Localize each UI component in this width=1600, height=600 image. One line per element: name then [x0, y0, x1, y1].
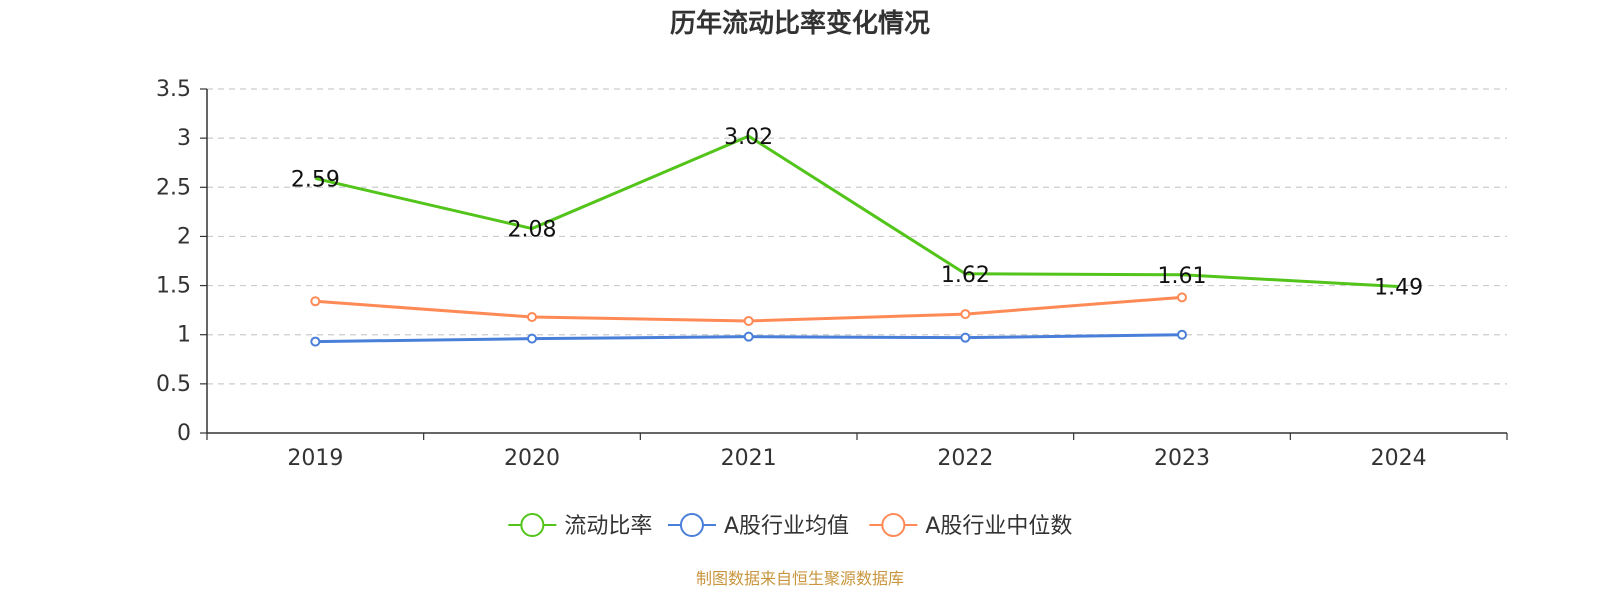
x-tick-label: 2020	[504, 446, 560, 471]
legend-marker	[881, 513, 906, 537]
y-tick-label: 0	[177, 421, 191, 446]
y-tick-label: 0.5	[156, 372, 191, 397]
data-label: 2.08	[508, 218, 557, 243]
data-label: 1.61	[1158, 264, 1207, 289]
data-point	[1177, 292, 1187, 303]
data-point	[1177, 329, 1187, 340]
x-tick-label: 2021	[721, 446, 777, 471]
x-tick-label: 2019	[287, 446, 343, 471]
data-label: 2.59	[291, 167, 340, 192]
data-label: 3.02	[724, 125, 773, 150]
legend-label: A股行业中位数	[925, 514, 1072, 539]
legend-label: 流动比率	[564, 514, 652, 539]
data-point	[743, 315, 754, 326]
chart-title: 历年流动比率变化情况	[670, 8, 930, 39]
data-point	[960, 309, 971, 320]
legend-item-2: A股行业中位数	[869, 513, 1072, 539]
x-tick-label: 2023	[1154, 446, 1210, 471]
legend: 流动比率 A股行业均值 A股行业中位数	[508, 513, 1072, 539]
data-point	[310, 296, 321, 307]
source-note: 制图数据来自恒生聚源数据库	[696, 569, 904, 588]
axes: 0 0.5 1 1.5 2 2.5 3 3.5 2019 2020 2021 2022 2023 2024	[156, 77, 1508, 471]
y-tick-label: 2.5	[156, 175, 191, 200]
legend-item-0: 流动比率	[508, 513, 652, 539]
data-point	[743, 331, 754, 342]
data-point	[527, 312, 537, 323]
data-labels: 2.59 2.08 3.02 1.62 1.61 1.49	[291, 125, 1423, 300]
data-point	[527, 333, 537, 344]
data-point	[310, 336, 321, 347]
series-group	[310, 134, 1399, 347]
grid-lines	[207, 88, 1507, 385]
data-label: 1.49	[1374, 276, 1423, 301]
x-tick-label: 2024	[1371, 446, 1427, 471]
y-tick-label: 3.5	[156, 77, 191, 102]
y-tick-label: 1	[177, 323, 191, 348]
data-point	[960, 332, 971, 343]
legend-label: A股行业均值	[724, 514, 849, 539]
legend-marker	[520, 513, 545, 537]
y-tick-label: 2	[177, 224, 191, 249]
series-line-0	[314, 134, 1399, 289]
data-label: 1.62	[941, 263, 990, 288]
legend-marker	[679, 513, 704, 537]
legend-item-1: A股行业均值	[667, 513, 849, 539]
y-tick-label: 3	[177, 126, 191, 151]
x-tick-label: 2022	[937, 446, 993, 471]
y-tick-label: 1.5	[156, 274, 191, 299]
